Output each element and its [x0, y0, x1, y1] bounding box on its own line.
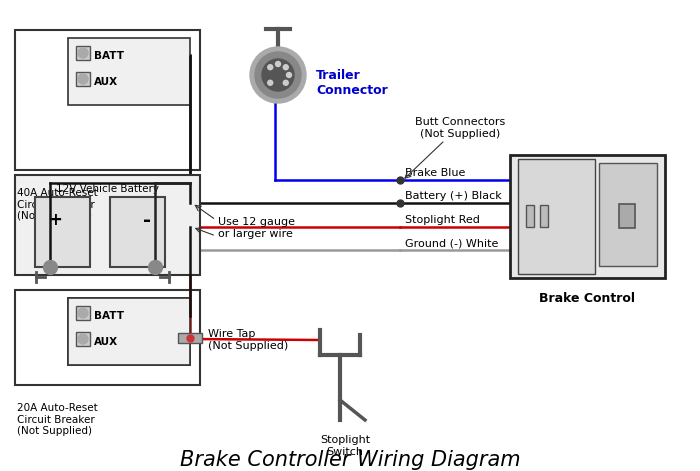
- Text: BATT: BATT: [94, 311, 124, 321]
- Circle shape: [250, 47, 306, 103]
- Bar: [76, 46, 90, 60]
- Text: Wire Tap
(Not Supplied): Wire Tap (Not Supplied): [208, 329, 288, 351]
- Circle shape: [267, 65, 273, 70]
- Text: 12V Vehicle Battery: 12V Vehicle Battery: [55, 184, 158, 194]
- Text: Brake Control: Brake Control: [539, 292, 635, 305]
- Circle shape: [78, 74, 88, 84]
- Bar: [68, 298, 190, 365]
- Text: Brake Controller Wiring Diagram: Brake Controller Wiring Diagram: [180, 450, 520, 470]
- Circle shape: [78, 308, 88, 318]
- Bar: [620, 204, 636, 228]
- Text: 20A Auto-Reset
Circuit Breaker
(Not Supplied): 20A Auto-Reset Circuit Breaker (Not Supp…: [17, 403, 98, 436]
- Circle shape: [286, 73, 291, 78]
- Bar: [15, 290, 200, 385]
- Bar: [76, 72, 90, 86]
- Bar: [76, 306, 90, 320]
- Text: AUX: AUX: [94, 337, 118, 347]
- Bar: [526, 205, 534, 227]
- Bar: [540, 205, 548, 227]
- Bar: [178, 333, 202, 343]
- Text: Brake Blue: Brake Blue: [405, 168, 466, 178]
- Circle shape: [267, 80, 273, 85]
- Circle shape: [276, 62, 281, 66]
- Bar: [68, 38, 190, 105]
- Bar: [15, 175, 200, 275]
- Circle shape: [284, 80, 288, 85]
- Bar: [15, 30, 200, 170]
- Text: Stoplight Red: Stoplight Red: [405, 215, 480, 225]
- Text: -: -: [143, 211, 151, 229]
- Text: Battery (+) Black: Battery (+) Black: [405, 191, 502, 201]
- Bar: [68, 298, 190, 365]
- Bar: [510, 155, 665, 278]
- Circle shape: [284, 65, 288, 70]
- Bar: [76, 332, 90, 346]
- Circle shape: [78, 334, 88, 344]
- Text: Trailer
Connector: Trailer Connector: [316, 69, 388, 97]
- Text: BATT: BATT: [94, 51, 124, 61]
- Text: AUX: AUX: [94, 77, 118, 87]
- Circle shape: [255, 52, 301, 98]
- Bar: [110, 197, 165, 267]
- Bar: [35, 197, 90, 267]
- Text: Butt Connectors
(Not Supplied): Butt Connectors (Not Supplied): [415, 117, 505, 139]
- Bar: [518, 159, 595, 274]
- Text: 40A Auto-Reset
Circuit Breaker
(Not Supplied): 40A Auto-Reset Circuit Breaker (Not Supp…: [17, 188, 98, 221]
- Text: Ground (-) White: Ground (-) White: [405, 238, 498, 248]
- Text: +: +: [48, 211, 62, 229]
- Circle shape: [78, 48, 88, 58]
- Circle shape: [262, 59, 294, 91]
- Text: Stoplight
Switch: Stoplight Switch: [320, 435, 370, 456]
- Bar: [599, 163, 657, 266]
- Text: Use 12 gauge
or larger wire: Use 12 gauge or larger wire: [218, 217, 295, 239]
